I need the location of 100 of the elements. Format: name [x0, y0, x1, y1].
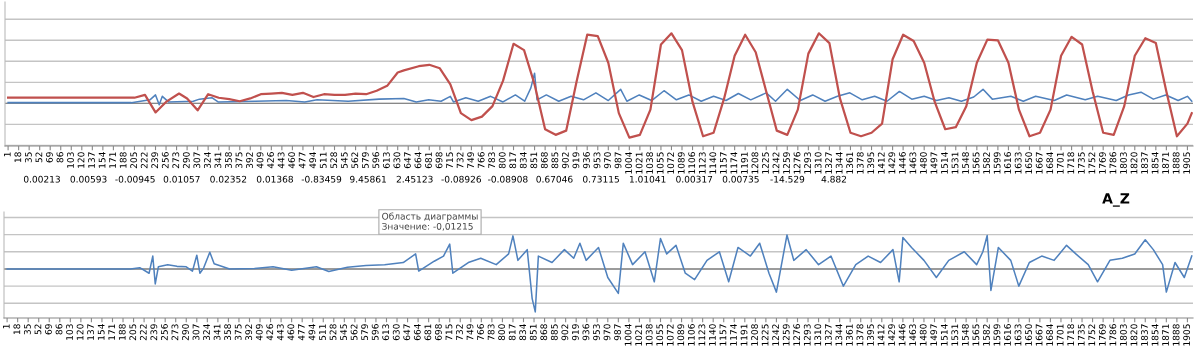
x-tick-label: 749 [466, 324, 474, 341]
x-tick-label: 1718 [1067, 152, 1075, 174]
x-tick-label: 596 [372, 152, 380, 169]
x-tick-label: 1021 [635, 324, 643, 346]
x-tick-label: 936 [582, 324, 590, 341]
text: -14.529 [770, 175, 805, 183]
x-tick-label: 1599 [993, 324, 1001, 346]
x-tick-label: 18 [14, 152, 22, 163]
x-tick-label: 426 [267, 152, 274, 169]
x-tick-label: 1463 [909, 152, 917, 174]
x-tick-label: 851 [529, 324, 537, 341]
x-tick-label: 868 [540, 152, 548, 169]
x-tick-label: 409 [255, 324, 263, 341]
x-tick-label: 1361 [845, 324, 853, 346]
x-tick-label: 1684 [1046, 324, 1054, 346]
x-tick-label: 732 [456, 152, 464, 169]
x-tick-label: 52 [34, 324, 42, 335]
x-tick-label: 834 [519, 152, 527, 169]
x-tick-label: 1769 [1098, 152, 1106, 174]
x-tick-label: 868 [540, 324, 548, 341]
x-tick-label: 1004 [625, 152, 632, 174]
x-tick-label: 256 [161, 152, 169, 169]
x-tick-label: 103 [66, 324, 73, 340]
x-tick-label: 698 [435, 152, 443, 169]
x-tick-label: 290 [182, 324, 189, 341]
x-tick-label: 1395 [867, 324, 874, 346]
x-tick-label: 664 [413, 324, 421, 341]
x-tick-label: 630 [393, 152, 401, 169]
x-tick-label: 1157 [720, 152, 727, 174]
x-tick-label: 902 [561, 152, 569, 169]
x-tick-label: 732 [456, 324, 463, 341]
x-tick-label: 1378 [856, 152, 864, 174]
x-tick-label: 358 [224, 324, 232, 341]
x-tick-label: 1786 [1109, 324, 1117, 346]
x-tick-label: 1208 [751, 324, 758, 346]
text: Область диаграммы [382, 212, 478, 222]
x-tick-label: 834 [519, 324, 527, 341]
x-tick-label: 953 [593, 324, 600, 341]
text: 0.00593 [70, 175, 107, 183]
x-tick-label: 188 [119, 152, 127, 168]
x-tick-label: 1344 [835, 324, 843, 346]
x-tick-label: 562 [350, 324, 358, 341]
x-tick-label: 1514 [940, 324, 948, 346]
x-tick-label: 1650 [1025, 324, 1032, 346]
x-tick-label: 1531 [951, 152, 959, 174]
x-tick-label: 528 [330, 152, 338, 169]
x-tick-label: 1650 [1025, 152, 1033, 174]
x-tick-label: 800 [498, 152, 506, 169]
x-tick-label: 137 [87, 324, 95, 340]
x-tick-label: 511 [319, 152, 327, 169]
x-tick-label: 154 [98, 152, 106, 168]
x-tick-label: 1123 [698, 324, 706, 346]
x-tick-label: 1140 [708, 324, 716, 346]
x-tick-label: 307 [193, 152, 201, 169]
x-tick-label: 1786 [1109, 152, 1117, 174]
x-tick-label: 1038 [645, 324, 653, 346]
text: Значение: -0,01215 [382, 222, 473, 231]
x-tick-label: 1480 [919, 152, 927, 174]
text: 2.45123 [396, 175, 433, 183]
x-tick-label: 970 [603, 324, 611, 341]
x-tick-label: 154 [97, 324, 105, 340]
x-tick-label: 1803 [1119, 324, 1127, 346]
x-tick-label: 1208 [751, 152, 759, 174]
x-tick-label: 1 [3, 324, 10, 329]
x-tick-label: 783 [488, 152, 496, 169]
x-tick-label: 1174 [730, 324, 737, 346]
x-tick-label: 1429 [888, 324, 895, 346]
x-tick-label: 681 [425, 152, 432, 169]
x-tick-label: 1820 [1130, 152, 1138, 174]
x-tick-label: 1106 [687, 324, 695, 346]
text: 0.73115 [582, 175, 619, 183]
x-tick-label: 1888 [1172, 324, 1180, 346]
x-tick-label: 137 [88, 152, 95, 168]
x-tick-label: 766 [477, 324, 484, 341]
x-tick-label: 239 [150, 324, 158, 341]
x-tick-label: 511 [319, 324, 326, 341]
text: -0.00945 [115, 175, 155, 183]
text: 0.02352 [210, 175, 247, 183]
x-tick-label: 817 [509, 152, 517, 169]
x-tick-label: 562 [351, 152, 359, 169]
text: 1.01041 [629, 175, 666, 183]
x-tick-label: 1633 [1014, 324, 1022, 346]
x-tick-label: 817 [508, 324, 516, 341]
x-tick-label: 919 [572, 152, 580, 169]
x-tick-label: 953 [593, 152, 601, 169]
x-tick-label: 749 [467, 152, 475, 169]
x-tick-label: 1548 [962, 152, 969, 174]
x-tick-label: 120 [76, 324, 84, 340]
x-tick-label: 1259 [782, 324, 790, 346]
x-tick-label: 1616 [1004, 324, 1011, 346]
x-tick-label: 1276 [793, 324, 801, 346]
x-tick-label: 1582 [983, 152, 990, 174]
x-tick-label: 647 [403, 324, 411, 341]
x-tick-label: 1667 [1035, 324, 1043, 346]
x-tick-label: 443 [276, 324, 284, 341]
x-tick-label: 222 [140, 152, 148, 169]
x-tick-label: 545 [340, 324, 347, 341]
x-tick-label: 1803 [1120, 152, 1127, 174]
x-tick-label: 1565 [972, 324, 980, 346]
x-tick-label: 239 [151, 152, 159, 169]
